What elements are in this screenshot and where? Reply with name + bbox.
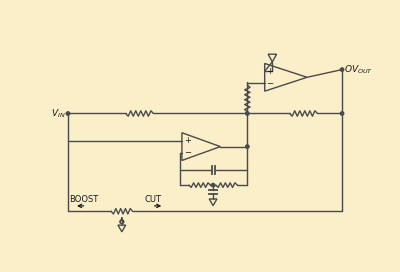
Circle shape bbox=[211, 183, 215, 187]
Text: −: − bbox=[266, 79, 274, 88]
Text: $V_{IN}$: $V_{IN}$ bbox=[51, 107, 66, 120]
Circle shape bbox=[246, 112, 249, 115]
Circle shape bbox=[66, 112, 70, 115]
Text: −: − bbox=[184, 148, 191, 157]
Circle shape bbox=[246, 145, 249, 148]
Circle shape bbox=[340, 68, 344, 71]
Text: +: + bbox=[184, 136, 191, 145]
Text: BOOST: BOOST bbox=[69, 195, 98, 204]
Text: CUT: CUT bbox=[145, 195, 162, 204]
Text: +: + bbox=[267, 67, 274, 76]
Circle shape bbox=[340, 112, 344, 115]
Text: $OV_{OUT}$: $OV_{OUT}$ bbox=[344, 63, 373, 76]
